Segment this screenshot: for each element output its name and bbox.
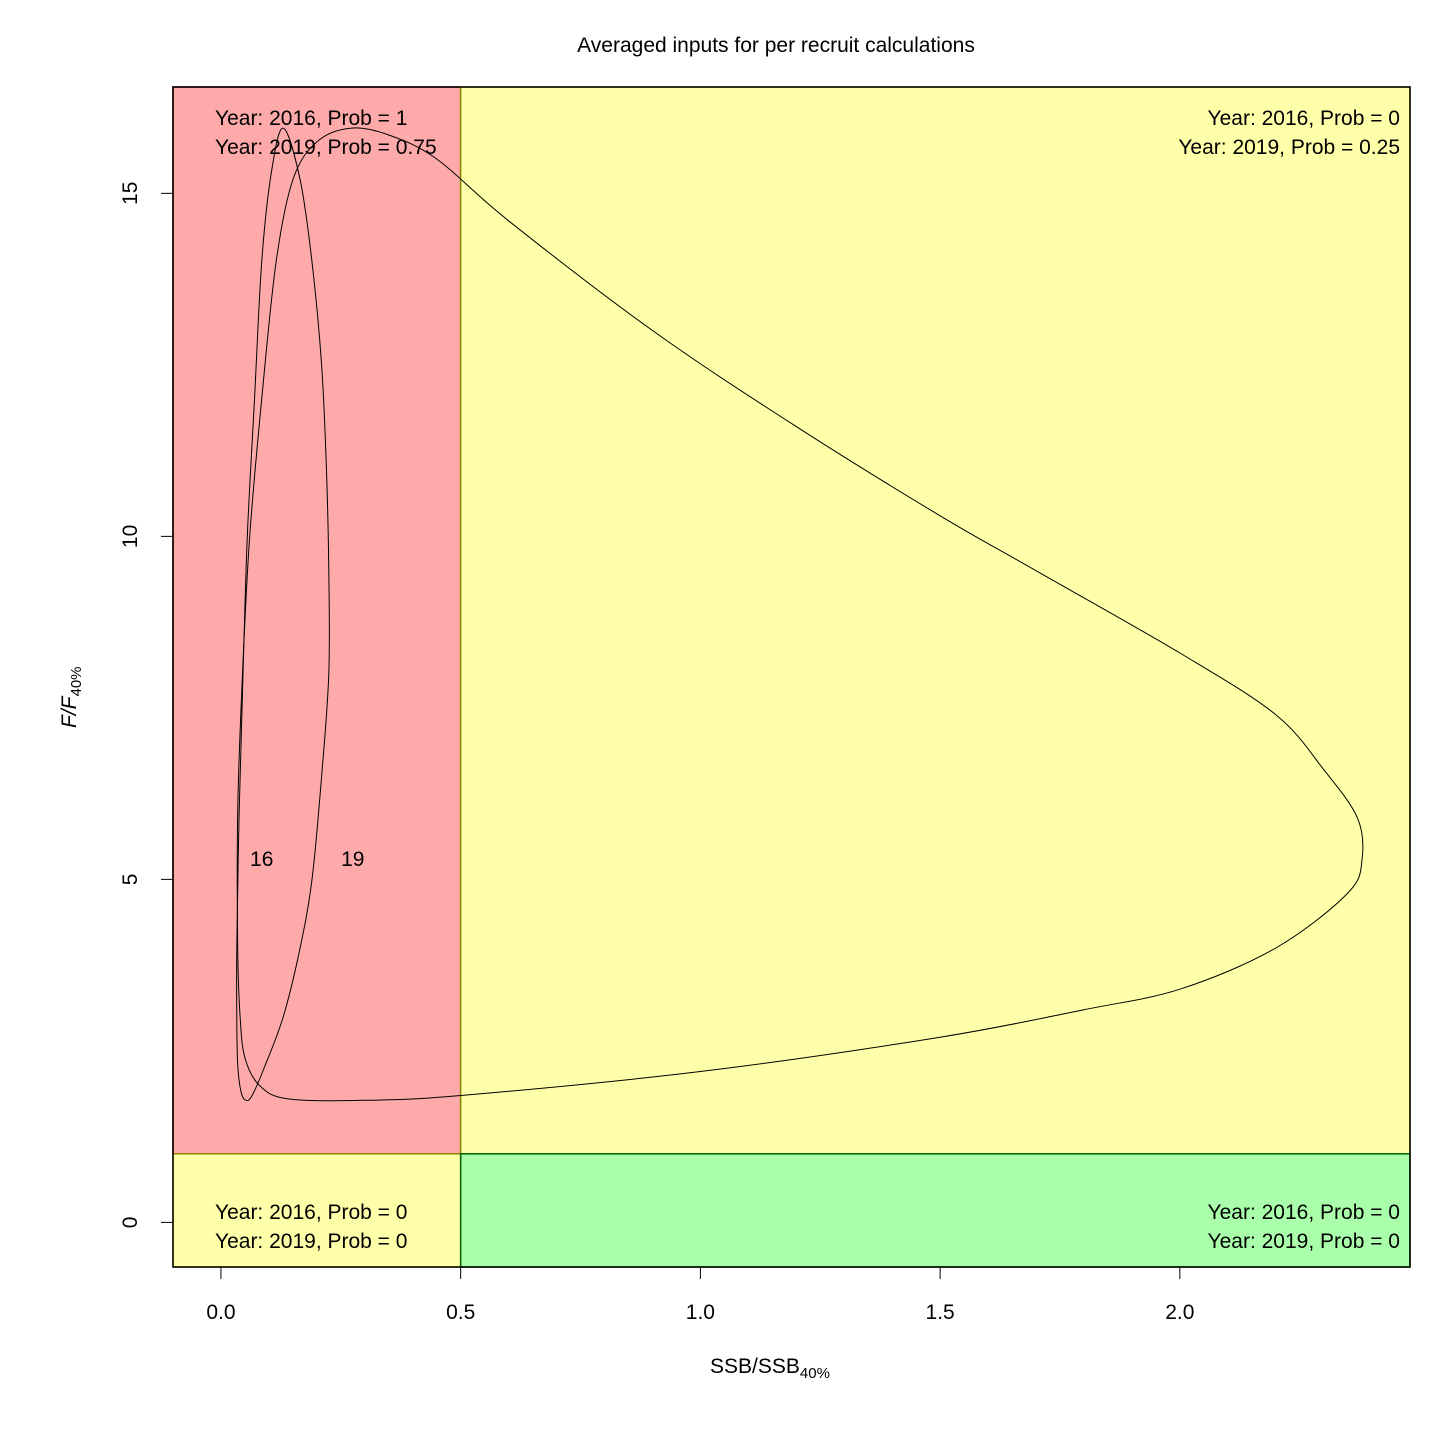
quadrant-label-top-left-line-1: Year: 2016, Prob = 1 xyxy=(215,107,407,130)
x-axis-title-main: SSB/SSB xyxy=(710,1355,800,1378)
series-label-19: 19 xyxy=(341,848,364,871)
x-axis-title-subscript: 40% xyxy=(800,1365,830,1382)
y-axis-title: F/F40% xyxy=(58,666,85,728)
x-axis: 0.0 0.5 1.0 1.5 2.0 xyxy=(206,1266,1194,1324)
y-tick-label: 5 xyxy=(119,874,142,886)
quadrant-healthy-no-overfishing xyxy=(459,1153,1411,1268)
y-axis-title-main: F/F xyxy=(58,695,81,728)
chart-title: Averaged inputs for per recruit calculat… xyxy=(577,34,975,57)
quadrant-layer xyxy=(172,86,1411,1268)
y-axis-title-subscript: 40% xyxy=(68,666,85,696)
quadrant-healthy-overfishing xyxy=(459,86,1411,1155)
x-tick-label: 1.5 xyxy=(926,1301,955,1324)
x-tick-label: 1.0 xyxy=(686,1301,715,1324)
quadrant-label-bottom-left-line-1: Year: 2016, Prob = 0 xyxy=(215,1201,407,1224)
quadrant-overfished-no-overfishing xyxy=(172,1153,462,1268)
x-axis-title: SSB/SSB40% xyxy=(710,1355,830,1382)
quadrant-label-bottom-left-line-2: Year: 2019, Prob = 0 xyxy=(215,1230,407,1253)
quadrant-label-bottom-right-line-1: Year: 2016, Prob = 0 xyxy=(1208,1201,1400,1224)
series-layer xyxy=(236,127,1364,1102)
series-label-16: 16 xyxy=(250,848,273,871)
y-tick-label: 0 xyxy=(119,1217,142,1229)
quadrant-overfished-overfishing xyxy=(172,86,462,1155)
quadrant-label-layer: Year: 2016, Prob = 1 Year: 2019, Prob = 0… xyxy=(215,107,1400,1253)
x-tick-label: 0.5 xyxy=(446,1301,475,1324)
quadrant-label-top-left-line-2: Year: 2019, Prob = 0.75 xyxy=(215,136,437,159)
y-axis: 0 5 10 15 xyxy=(119,182,174,1229)
quadrant-label-bottom-right-line-2: Year: 2019, Prob = 0 xyxy=(1208,1230,1400,1253)
x-tick-label: 0.0 xyxy=(206,1301,235,1324)
quadrant-label-top-right-line-1: Year: 2016, Prob = 0 xyxy=(1208,107,1400,130)
series-label-layer: 16 19 xyxy=(250,848,364,871)
quadrant-label-top-right-line-2: Year: 2019, Prob = 0.25 xyxy=(1178,136,1400,159)
series-curve-16 xyxy=(236,127,330,1102)
x-tick-label: 2.0 xyxy=(1165,1301,1194,1324)
y-tick-label: 10 xyxy=(119,525,142,548)
y-tick-label: 15 xyxy=(119,182,142,205)
series-curve-19 xyxy=(236,127,1364,1102)
